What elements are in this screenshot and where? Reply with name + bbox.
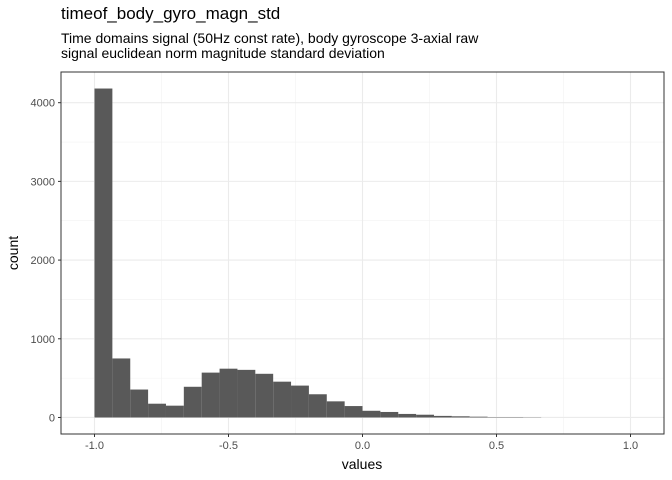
histogram-bar [112,358,131,418]
x-tick-label: 0.5 [489,440,504,452]
histogram-bar [94,88,113,418]
x-axis-title: values [342,456,382,472]
histogram-bar [237,369,256,418]
histogram-bar [308,394,327,418]
x-tick-label: 0.0 [355,440,370,452]
y-tick-label: 1000 [31,334,55,346]
histogram-bar [469,416,488,418]
histogram-bar [326,401,345,418]
histogram-bar [362,410,381,418]
y-tick-label: 4000 [31,98,55,110]
histogram-bar [273,381,292,418]
x-tick-label: -0.5 [219,440,238,452]
chart-title: timeof_body_gyro_magn_std [61,4,281,23]
subtitle-line-1: Time domains signal (50Hz const rate), b… [61,30,479,46]
histogram-bar [433,415,452,418]
histogram-bar [255,373,274,418]
histogram-bar [344,406,363,418]
histogram-bar [451,416,470,418]
y-axis-ticks: 0 1000 2000 3000 4000 [31,98,61,424]
histogram-bar [201,372,220,418]
histogram-bar [148,403,166,418]
x-tick-label: 1.0 [623,440,638,452]
y-axis-title: count [5,236,21,270]
histogram-bar [165,405,184,418]
histogram-bar [291,385,309,418]
x-tick-label: -1.0 [85,440,104,452]
y-tick-label: 0 [49,412,55,424]
x-axis-ticks: -1.0 -0.5 0.0 0.5 1.0 [85,434,638,452]
histogram-bar [183,386,202,418]
y-tick-label: 2000 [31,255,55,267]
chart-subtitle: Time domains signal (50Hz const rate), b… [61,31,621,61]
y-tick-label: 3000 [31,176,55,188]
histogram-bar [398,413,417,418]
histogram-bar [130,389,149,418]
grid-lines [61,72,664,434]
subtitle-line-2: signal euclidean norm magnitude standard… [61,45,385,61]
histogram-bars [94,88,542,418]
histogram-bar [219,368,238,418]
histogram-bar [416,414,434,418]
histogram-bar [380,411,399,418]
